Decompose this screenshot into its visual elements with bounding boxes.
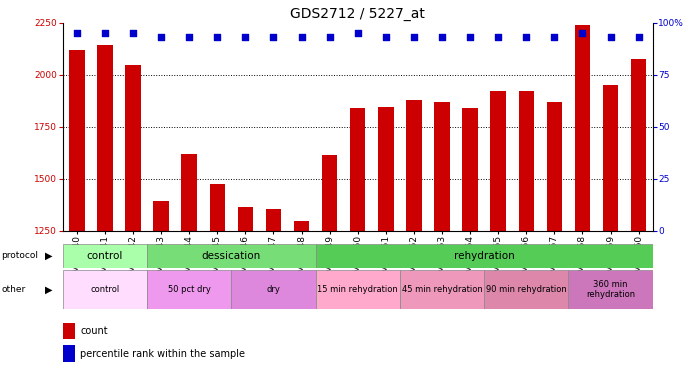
Bar: [154, 201, 169, 231]
Text: other: other: [1, 285, 26, 294]
Text: ▶: ▶: [45, 251, 53, 261]
Point: [324, 34, 335, 40]
Point: [408, 34, 419, 40]
Text: control: control: [90, 285, 119, 294]
Bar: [315, 270, 400, 309]
Bar: [181, 154, 197, 231]
Bar: [603, 85, 618, 231]
Bar: [63, 270, 147, 309]
Bar: [378, 107, 394, 231]
Point: [493, 34, 504, 40]
Bar: [63, 244, 147, 268]
Point: [99, 30, 110, 36]
Bar: [126, 65, 141, 231]
Bar: [400, 270, 484, 309]
Text: control: control: [87, 251, 123, 261]
Bar: [568, 270, 653, 309]
Text: protocol: protocol: [1, 251, 38, 260]
Text: ▶: ▶: [45, 285, 53, 295]
Bar: [294, 221, 309, 231]
Bar: [322, 154, 337, 231]
Point: [577, 30, 588, 36]
Bar: [574, 25, 590, 231]
Bar: [350, 108, 366, 231]
Point: [549, 34, 560, 40]
Text: 90 min rehydration: 90 min rehydration: [486, 285, 567, 294]
Text: 15 min rehydration: 15 min rehydration: [318, 285, 398, 294]
Title: GDS2712 / 5227_at: GDS2712 / 5227_at: [290, 8, 425, 21]
Point: [184, 34, 195, 40]
Bar: [209, 184, 225, 231]
Point: [156, 34, 167, 40]
Point: [128, 30, 139, 36]
Bar: [491, 91, 506, 231]
Bar: [434, 102, 450, 231]
Bar: [69, 50, 84, 231]
Point: [268, 34, 279, 40]
Point: [633, 34, 644, 40]
Text: count: count: [80, 326, 108, 336]
Point: [605, 34, 616, 40]
Point: [240, 34, 251, 40]
Text: 45 min rehydration: 45 min rehydration: [401, 285, 482, 294]
Bar: [406, 99, 422, 231]
Point: [521, 34, 532, 40]
Text: rehydration: rehydration: [454, 251, 514, 261]
Bar: [315, 244, 653, 268]
Point: [352, 30, 363, 36]
Point: [296, 34, 307, 40]
Bar: [231, 270, 315, 309]
Bar: [147, 244, 315, 268]
Point: [464, 34, 475, 40]
Bar: [147, 270, 231, 309]
Bar: [631, 59, 646, 231]
Bar: [547, 102, 562, 231]
Point: [380, 34, 392, 40]
Text: 360 min
rehydration: 360 min rehydration: [586, 280, 635, 299]
Text: dessication: dessication: [202, 251, 261, 261]
Bar: [484, 270, 568, 309]
Bar: [237, 207, 253, 231]
Point: [211, 34, 223, 40]
Bar: [462, 108, 478, 231]
Text: percentile rank within the sample: percentile rank within the sample: [80, 349, 245, 358]
Point: [436, 34, 447, 40]
Point: [71, 30, 82, 36]
Bar: [266, 209, 281, 231]
Bar: [519, 91, 534, 231]
Bar: [97, 45, 112, 231]
Text: 50 pct dry: 50 pct dry: [168, 285, 211, 294]
Text: dry: dry: [267, 285, 281, 294]
